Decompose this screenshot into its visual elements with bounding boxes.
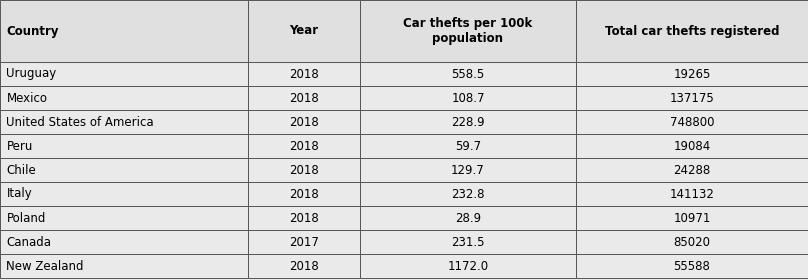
Bar (248, 158, 360, 182)
Bar (576, 86, 808, 110)
Text: United States of America: United States of America (6, 115, 154, 129)
Bar (576, 62, 808, 86)
Bar (248, 230, 360, 254)
Bar (360, 110, 576, 134)
Bar (248, 182, 360, 206)
Bar (248, 110, 360, 134)
Bar (0, 86, 248, 110)
Text: Canada: Canada (6, 235, 52, 249)
Bar (576, 206, 808, 230)
Text: 19084: 19084 (673, 139, 710, 153)
Bar (360, 182, 576, 206)
Text: 2018: 2018 (289, 188, 319, 200)
Bar (248, 254, 360, 278)
Bar (360, 230, 576, 254)
Bar (576, 110, 808, 134)
Text: New Zealand: New Zealand (6, 260, 84, 272)
Text: 141132: 141132 (670, 188, 714, 200)
Text: 748800: 748800 (670, 115, 714, 129)
Bar (576, 230, 808, 254)
Bar (360, 206, 576, 230)
Bar (360, 86, 576, 110)
Text: 2018: 2018 (289, 211, 319, 225)
Text: 108.7: 108.7 (451, 92, 485, 104)
Text: Year: Year (289, 25, 318, 38)
Text: 55588: 55588 (674, 260, 710, 272)
Text: Italy: Italy (6, 188, 32, 200)
Text: 85020: 85020 (674, 235, 710, 249)
Bar (576, 134, 808, 158)
Bar (360, 134, 576, 158)
Text: Chile: Chile (6, 164, 36, 176)
Bar (248, 62, 360, 86)
Bar (248, 134, 360, 158)
Text: 228.9: 228.9 (451, 115, 485, 129)
Bar (0, 134, 248, 158)
Text: 2018: 2018 (289, 139, 319, 153)
Text: 2018: 2018 (289, 260, 319, 272)
Text: 558.5: 558.5 (452, 67, 485, 81)
Text: Mexico: Mexico (6, 92, 48, 104)
Text: 129.7: 129.7 (451, 164, 485, 176)
Bar (0, 0, 248, 62)
Text: 231.5: 231.5 (451, 235, 485, 249)
Bar (576, 182, 808, 206)
Text: Uruguay: Uruguay (6, 67, 57, 81)
Bar (360, 62, 576, 86)
Bar (576, 254, 808, 278)
Bar (0, 182, 248, 206)
Text: 59.7: 59.7 (455, 139, 481, 153)
Bar (0, 230, 248, 254)
Text: 19265: 19265 (673, 67, 711, 81)
Bar (360, 158, 576, 182)
Bar (576, 0, 808, 62)
Text: 2017: 2017 (289, 235, 319, 249)
Text: Car thefts per 100k
population: Car thefts per 100k population (403, 17, 532, 45)
Bar (248, 0, 360, 62)
Bar (248, 206, 360, 230)
Bar (0, 254, 248, 278)
Bar (0, 158, 248, 182)
Text: 2018: 2018 (289, 115, 319, 129)
Bar (0, 62, 248, 86)
Bar (360, 254, 576, 278)
Bar (576, 158, 808, 182)
Text: 1172.0: 1172.0 (448, 260, 489, 272)
Text: Peru: Peru (6, 139, 33, 153)
Text: 2018: 2018 (289, 164, 319, 176)
Text: 137175: 137175 (670, 92, 714, 104)
Bar (360, 0, 576, 62)
Text: Poland: Poland (6, 211, 46, 225)
Text: 10971: 10971 (673, 211, 711, 225)
Bar (248, 86, 360, 110)
Text: Total car thefts registered: Total car thefts registered (604, 25, 779, 38)
Text: 2018: 2018 (289, 92, 319, 104)
Text: 24288: 24288 (673, 164, 710, 176)
Text: Country: Country (6, 25, 59, 38)
Bar (0, 110, 248, 134)
Text: 28.9: 28.9 (455, 211, 481, 225)
Bar (0, 206, 248, 230)
Text: 2018: 2018 (289, 67, 319, 81)
Text: 232.8: 232.8 (451, 188, 485, 200)
